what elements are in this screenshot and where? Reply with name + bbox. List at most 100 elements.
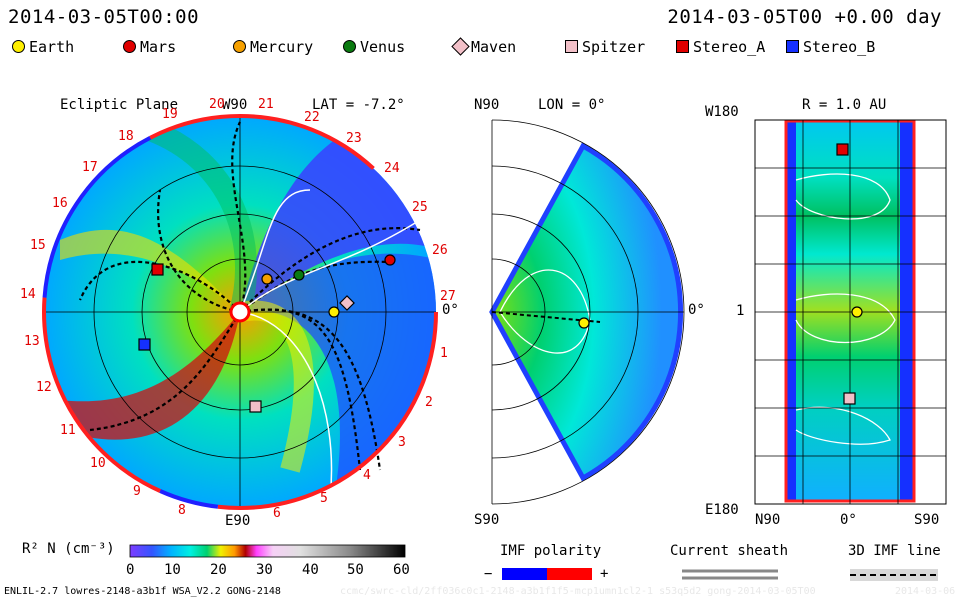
legend-label: Stereo_A [693,38,766,56]
maven-marker [339,295,355,311]
meridional-lon-label: LON = 0° [538,97,606,113]
meridional-right-label: 0° [688,302,705,318]
spitzer-marker-radial [843,392,856,405]
colorbar-tick: 30 [256,562,273,578]
colorbar-tick: 0 [126,562,135,578]
colorbar-label: R² N (cm⁻³) [22,541,115,557]
radial-mid-label: 1 [736,303,745,319]
mars-marker-icon [123,40,136,53]
sector-label: 8 [178,503,186,518]
legend-label: Maven [471,38,517,56]
meridional-panel [489,119,685,505]
sector-label: 6 [273,506,281,521]
sector-label: 26 [432,243,448,258]
colorbar-tick: 40 [302,562,319,578]
colorbar-tick: 10 [164,562,181,578]
mars-marker [384,254,396,266]
colorbar-tick: 50 [347,562,364,578]
venus-marker [293,269,305,281]
sector-label: 13 [24,334,40,349]
imf-line-swatch [850,569,938,581]
legend-maven: Maven [451,37,517,56]
legend-label: Spitzer [582,38,646,56]
sector-label: 11 [60,423,76,438]
sector-label: 16 [52,196,68,211]
ecliptic-lat-label: LAT = -7.2° [312,97,405,113]
footer-run-info: ENLIL-2.7 lowres-2148-a3b1f WSA_V2.2 GON… [4,586,281,597]
legend-label: Mercury [250,38,314,56]
mercury-marker [261,273,273,285]
radial-title: R = 1.0 AU [802,97,887,113]
sector-label: 15 [30,238,46,253]
venus-marker-icon [343,40,356,53]
stereo-a-marker-radial [836,143,849,156]
sector-label: 1 [440,346,448,361]
legend-label: Mars [140,38,177,56]
sector-label: 24 [384,161,400,176]
ecliptic-bottom-label: E90 [225,513,251,529]
ecliptic-top-label: W90 [222,97,248,113]
legend-mercury: Mercury [233,38,313,56]
sector-label: 18 [118,129,134,144]
stereo-a-marker-icon [676,40,689,53]
earth-marker-radial [851,306,863,318]
earth-marker-icon [12,40,25,53]
radial-panel [754,119,947,505]
spitzer-marker-icon [565,40,578,53]
radial-top-left-label: W180 [705,104,739,120]
stereo-b-marker [138,338,151,351]
current-sheath-title: Current sheath [670,543,789,559]
sector-label: 9 [133,484,141,499]
radial-axis-left: N90 [755,512,781,528]
legend-venus: Venus [343,38,405,56]
ecliptic-title: Ecliptic Plane [60,97,179,113]
left-timestamp: 2014-03-05T00:00 [8,6,200,28]
sector-label: 22 [304,110,320,125]
imf-minus-label: − [484,566,493,582]
sector-label: 21 [258,97,274,112]
imf-negative-swatch [502,568,547,580]
colorbar-tick: 20 [210,562,227,578]
mercury-marker-icon [233,40,246,53]
colorbar-tick: 60 [393,562,410,578]
radial-axis-right: S90 [914,512,940,528]
earth-marker [328,306,340,318]
stereo-a-marker [151,263,164,276]
legend-label: Earth [29,38,75,56]
legend-earth: Earth [12,38,74,56]
stereo-b-marker-icon [786,40,799,53]
legend-mars: Mars [123,38,176,56]
spitzer-marker [249,400,262,413]
sector-label: 25 [412,200,428,215]
imf-polarity-title: IMF polarity [500,543,602,559]
legend-label: Stereo_B [803,38,876,56]
sector-label: 2 [425,395,433,410]
earth-marker-meridional [578,317,590,329]
footer-date: 2014-03-06 [895,586,956,597]
sector-label: 12 [36,380,52,395]
sector-label: 5 [320,491,328,506]
sector-label: 19 [162,107,178,122]
sector-label: 10 [90,456,106,471]
sector-label: 14 [20,287,36,302]
sector-label: 27 [440,289,456,304]
sector-label: 3 [398,435,406,450]
density-colorbar [129,544,406,558]
right-timestamp: 2014-03-05T00 +0.00 day [667,6,942,28]
footer-watermark: ccmc/swrc-cld/2ff036c0c1-2148-a3b1f1f5-m… [340,586,816,597]
ecliptic-right-label: 0° [442,302,459,318]
sector-label: 17 [82,160,98,175]
meridional-top-label: N90 [474,97,500,113]
sector-label: 23 [346,131,362,146]
meridional-bottom-label: S90 [474,512,500,528]
legend-stereo-a: Stereo_A [676,38,765,56]
legend-spitzer: Spitzer [565,38,645,56]
legend-label: Venus [360,38,406,56]
sector-label: 4 [363,468,371,483]
imf-line-title: 3D IMF line [848,543,941,559]
radial-bottom-left-label: E180 [705,502,739,518]
sector-label: 20 [209,97,225,112]
current-sheath-swatch [682,569,778,580]
imf-plus-label: + [600,566,609,582]
